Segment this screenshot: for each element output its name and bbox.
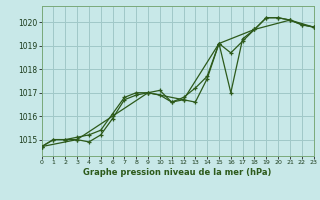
X-axis label: Graphe pression niveau de la mer (hPa): Graphe pression niveau de la mer (hPa) bbox=[84, 168, 272, 177]
